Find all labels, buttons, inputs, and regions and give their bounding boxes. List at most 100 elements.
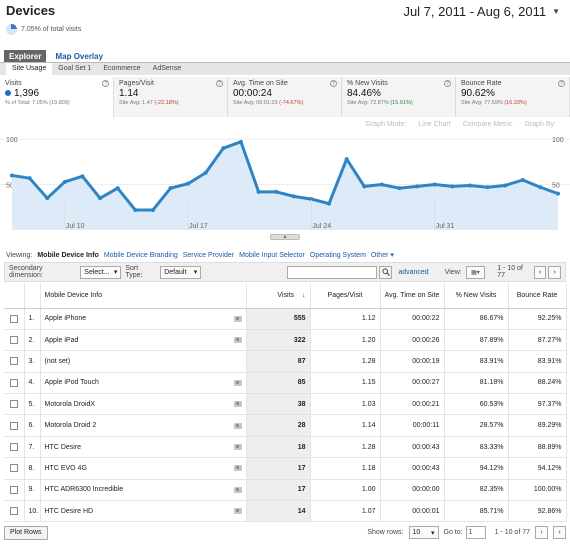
next-page-icon[interactable]: ›	[548, 265, 561, 279]
table-row[interactable]: 2. Apple iPad 322 1.20 00:00:26 87.89% 87.27%	[4, 329, 567, 352]
data-point[interactable]	[62, 179, 67, 184]
prev-page-icon[interactable]: ‹	[533, 265, 547, 279]
data-point[interactable]	[379, 182, 384, 187]
data-point[interactable]	[467, 183, 472, 188]
data-point[interactable]	[45, 196, 50, 201]
data-point[interactable]	[327, 201, 332, 206]
column-header-new-visits[interactable]: % New Visits	[444, 284, 509, 309]
data-point[interactable]	[362, 184, 367, 189]
device-name[interactable]: Motorola DroidX	[44, 400, 96, 408]
row-checkbox[interactable]	[4, 500, 25, 523]
row-checkbox[interactable]	[4, 414, 25, 437]
help-icon[interactable]: ?	[216, 80, 223, 87]
device-cell[interactable]: (not set)	[40, 350, 247, 373]
data-point[interactable]	[203, 170, 208, 175]
device-name[interactable]: HTC EVO 4G	[44, 464, 87, 472]
data-point[interactable]	[133, 208, 138, 212]
dimension-mobile-device-info[interactable]: Mobile Device Info	[37, 251, 99, 259]
device-cell[interactable]: Apple iPad	[40, 329, 247, 352]
data-point[interactable]	[556, 191, 560, 196]
subtab-goal-set-1[interactable]: Goal Set 1	[58, 65, 92, 72]
help-icon[interactable]: ?	[444, 80, 451, 87]
compare-metric-option[interactable]: Compare Metric	[462, 121, 513, 128]
tab-explorer[interactable]: Explorer	[4, 50, 47, 63]
row-checkbox[interactable]	[4, 436, 25, 459]
table-row[interactable]: 7. HTC Desire 18 1.28 00:00:43 83.33% 88.89%	[4, 436, 567, 459]
metric-avg-time-on-site[interactable]: Avg. Time on Site 00:00:24 Site Avg: 00:…	[228, 77, 342, 117]
column-header-pages-per-visit[interactable]: Pages/Visit	[310, 284, 381, 309]
device-name[interactable]: HTC Desire	[44, 443, 82, 451]
table-row[interactable]: 9. HTC ADR6300 Incredible 17 1.00 00:00:00 82…	[4, 479, 567, 502]
device-image-icon[interactable]	[233, 315, 242, 322]
row-checkbox[interactable]	[4, 479, 25, 502]
row-checkbox[interactable]	[4, 308, 25, 330]
data-point[interactable]	[520, 178, 525, 182]
data-point[interactable]	[150, 208, 155, 212]
prev-page-icon[interactable]: ‹	[535, 526, 548, 539]
dimension-other[interactable]: Other ▾	[370, 252, 394, 259]
data-point[interactable]	[503, 183, 508, 188]
data-point[interactable]	[450, 184, 455, 189]
table-row[interactable]: 6. Motorola Droid 2 28 1.14 00:00:11 28.57% 89…	[4, 414, 567, 437]
dimension-service-provider[interactable]: Service Provider	[182, 251, 235, 259]
row-checkbox[interactable]	[4, 350, 25, 373]
secondary-dimension-select[interactable]: Select... ▾	[80, 265, 122, 279]
metric-bounce-rate[interactable]: Bounce Rate 90.62% Site Avg: 77.69% (16.…	[456, 77, 570, 117]
device-name[interactable]: Apple iPad	[44, 336, 79, 344]
device-image-icon[interactable]	[233, 465, 242, 472]
device-image-icon[interactable]	[233, 508, 242, 515]
device-cell[interactable]: HTC ADR6300 Incredible	[40, 479, 247, 502]
dimension-operating-system[interactable]: Operating System	[309, 251, 366, 259]
data-point[interactable]	[397, 186, 402, 191]
device-image-icon[interactable]	[233, 401, 242, 408]
device-name[interactable]: HTC ADR6300 Incredible	[44, 486, 124, 494]
device-cell[interactable]: HTC Desire HD	[40, 500, 247, 523]
device-name[interactable]: HTC Desire HD	[44, 507, 94, 515]
column-header-bounce-rate[interactable]: Bounce Rate	[508, 284, 567, 309]
metric-new-visits[interactable]: % New Visits 84.46% Site Avg: 72.87% (15…	[342, 77, 456, 117]
data-point[interactable]	[432, 182, 437, 187]
help-icon[interactable]: ?	[330, 80, 337, 87]
metric-visits[interactable]: Visits 1,396 % of Total: 7.05% (19,809) …	[0, 77, 114, 117]
help-icon[interactable]: ?	[558, 80, 565, 87]
data-point[interactable]	[80, 174, 85, 179]
data-point[interactable]	[344, 157, 349, 162]
data-point[interactable]	[168, 186, 173, 191]
sort-type-select[interactable]: Default ▾	[160, 265, 202, 279]
device-image-icon[interactable]	[233, 337, 242, 344]
advanced-filter-link[interactable]: advanced	[398, 268, 429, 276]
table-row[interactable]: 8. HTC EVO 4G 17 1.18 00:00:43 94.12% 94.12%	[4, 457, 567, 480]
device-image-icon[interactable]	[233, 422, 242, 429]
device-image-icon[interactable]	[233, 444, 242, 451]
row-checkbox[interactable]	[4, 329, 25, 352]
data-point[interactable]	[538, 185, 543, 190]
dimension-mobile-input-selector[interactable]: Mobile Input Selector	[239, 251, 305, 259]
data-point[interactable]	[415, 184, 420, 189]
data-point[interactable]	[115, 186, 120, 191]
column-header-visits[interactable]: Visits ↓	[246, 284, 311, 309]
table-view-icon[interactable]: ▦▾	[465, 265, 486, 279]
table-row[interactable]: 10. HTC Desire HD 14 1.07 00:00:01 85.71% 92.8…	[4, 500, 567, 523]
data-point[interactable]	[274, 189, 279, 194]
table-row[interactable]: 5. Motorola DroidX 38 1.03 00:00:21 60.53% 97.…	[4, 393, 567, 416]
device-cell[interactable]: Motorola Droid 2	[40, 414, 247, 437]
device-name[interactable]: Apple iPod Touch	[44, 379, 99, 387]
column-header-mobile-device-info[interactable]: Mobile Device Info	[40, 284, 247, 309]
data-point[interactable]	[98, 196, 103, 201]
table-row[interactable]: 1. Apple iPhone 555 1.12 00:00:22 86.67% 92.25…	[4, 308, 567, 330]
data-point[interactable]	[186, 181, 191, 186]
dimension-mobile-device-branding[interactable]: Mobile Device Branding	[103, 251, 178, 259]
data-point[interactable]	[27, 176, 32, 181]
goto-page-input[interactable]: 1	[465, 526, 486, 539]
device-cell[interactable]: Motorola DroidX	[40, 393, 247, 416]
data-point[interactable]	[256, 189, 261, 194]
data-point[interactable]	[291, 194, 296, 199]
device-name[interactable]: (not set)	[44, 357, 71, 365]
help-icon[interactable]: ?	[102, 80, 109, 87]
date-range-picker[interactable]: Jul 7, 2011 - Aug 6, 2011 ▼	[403, 4, 560, 19]
data-point[interactable]	[309, 197, 314, 202]
plot-rows-button[interactable]: Plot Rows	[4, 525, 48, 540]
table-search-input[interactable]	[287, 265, 377, 279]
device-image-icon[interactable]	[233, 486, 242, 493]
device-cell[interactable]: Apple iPhone	[40, 308, 247, 330]
